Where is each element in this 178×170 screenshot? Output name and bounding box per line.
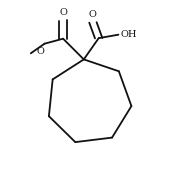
Text: O: O (37, 47, 45, 56)
Text: O: O (59, 8, 67, 17)
Text: O: O (88, 10, 96, 19)
Text: OH: OH (121, 30, 137, 39)
